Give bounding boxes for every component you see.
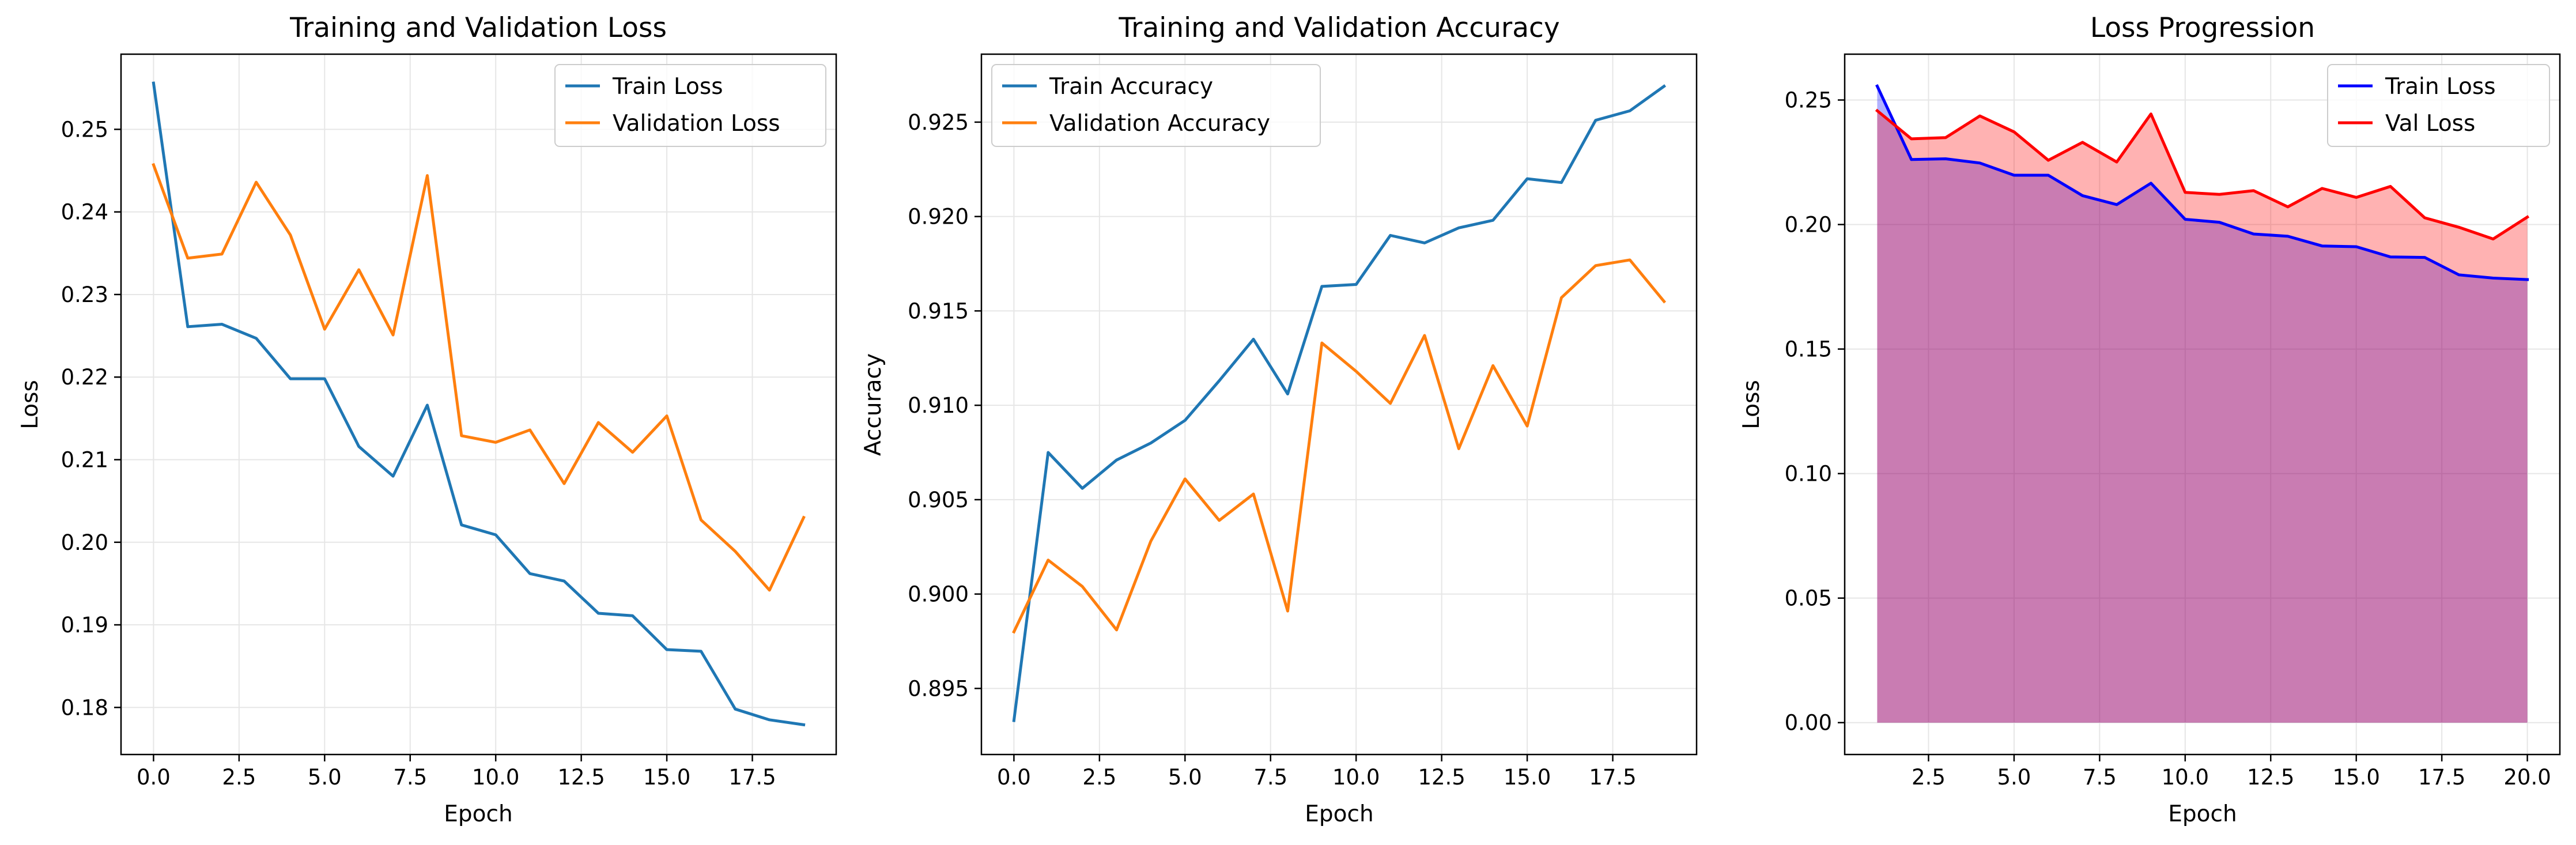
y-tick-label: 0.10 <box>1785 462 1832 486</box>
panel-loss-progression: Loss Progression 2.5 5.0 7.5 10.0 12.5 15.0 17… <box>1739 12 2561 827</box>
legend-box <box>2327 64 2550 147</box>
legend-label: Val Loss <box>2385 111 2475 137</box>
y-tick-label: 0.25 <box>1785 88 1832 113</box>
y-tick-label: 0.00 <box>1785 711 1832 735</box>
x-tick-label: 17.5 <box>728 765 776 790</box>
panel-accuracy-xlabel: Epoch <box>1305 801 1373 827</box>
x-tick-label: 2.5 <box>1082 765 1116 790</box>
panel-accuracy-ylabel: Accuracy <box>860 353 886 456</box>
legend-box <box>554 64 826 147</box>
x-tick-label: 20.0 <box>2503 765 2551 790</box>
panel-accuracy-grid <box>981 54 1697 755</box>
panel-loss-progression-plot: 2.5 5.0 7.5 10.0 12.5 15.0 17.5 20.0 0.00 0.05 0.1… <box>1785 53 2561 790</box>
panel-loss: Training and Validation Loss 0.0 2.5 5.0 7.… <box>17 12 837 827</box>
panel-accuracy-legend: Train Accuracy Validation Accuracy <box>991 64 1321 147</box>
legend-label: Train Loss <box>612 74 723 100</box>
series-line-1 <box>152 163 806 592</box>
y-tick-label: 0.915 <box>908 299 969 323</box>
series-line-0 <box>152 81 806 727</box>
y-tick-label: 0.25 <box>61 117 108 142</box>
y-tick-label: 0.23 <box>61 282 108 307</box>
panel-accuracy-axes-frame <box>980 53 1698 756</box>
x-tick-label: 5.0 <box>1997 765 2031 790</box>
panel-loss-legend: Train Loss Validation Loss <box>554 64 826 147</box>
panel-loss-progression-grid <box>1845 54 2560 755</box>
x-tick-label: 0.0 <box>997 765 1031 790</box>
y-tick-label: 0.18 <box>61 695 108 720</box>
legend-label: Validation Accuracy <box>1049 111 1270 137</box>
x-tick-label: 2.5 <box>222 765 256 790</box>
x-tick-label: 12.5 <box>1418 765 1465 790</box>
x-tick-label: 15.0 <box>1504 765 1551 790</box>
area-fill-1 <box>1877 111 2528 723</box>
legend-label: Train Accuracy <box>1049 74 1213 100</box>
x-tick-label: 12.5 <box>557 765 605 790</box>
x-tick-label: 15.0 <box>2333 765 2380 790</box>
x-tick-label: 5.0 <box>1168 765 1202 790</box>
panel-loss-progression-legend: Train Loss Val Loss <box>2327 64 2550 147</box>
panel-accuracy-title: Training and Validation Accuracy <box>1118 12 1559 44</box>
y-tick-label: 0.925 <box>908 110 969 135</box>
y-tick-label: 0.900 <box>908 582 969 607</box>
x-tick-label: 0.0 <box>137 765 171 790</box>
panel-accuracy-plot: 0.0 2.5 5.0 7.5 10.0 12.5 15.0 17.5 0.895 0.900 0.… <box>908 53 1698 790</box>
y-tick-label: 0.20 <box>1785 213 1832 237</box>
legend-label: Validation Loss <box>613 111 780 137</box>
series-line-0 <box>1012 84 1667 722</box>
y-tick-label: 0.895 <box>908 676 969 701</box>
y-tick-label: 0.905 <box>908 488 969 512</box>
area-fill-0 <box>1877 86 2528 723</box>
series-line-1 <box>1875 108 2530 241</box>
series-line-0 <box>1875 84 2529 281</box>
x-tick-label: 7.5 <box>2083 765 2117 790</box>
panel-loss-grid <box>121 54 836 755</box>
series-line-1 <box>1012 258 1667 634</box>
x-tick-label: 2.5 <box>1912 765 1946 790</box>
panel-loss-title: Training and Validation Loss <box>289 12 667 44</box>
x-tick-label: 10.0 <box>472 765 519 790</box>
panel-loss-progression-title: Loss Progression <box>2090 12 2315 44</box>
panel-loss-xlabel: Epoch <box>444 801 512 827</box>
x-tick-label: 7.5 <box>1253 765 1287 790</box>
x-tick-label: 12.5 <box>2247 765 2294 790</box>
y-tick-label: 0.15 <box>1785 337 1832 362</box>
x-tick-label: 5.0 <box>308 765 342 790</box>
panel-loss-progression-xlabel: Epoch <box>2168 801 2237 827</box>
x-tick-label: 17.5 <box>1589 765 1636 790</box>
y-tick-label: 0.24 <box>61 200 108 225</box>
legend-label: Train Loss <box>2385 74 2496 100</box>
x-tick-label: 10.0 <box>2162 765 2209 790</box>
y-tick-label: 0.19 <box>61 613 108 637</box>
x-tick-label: 17.5 <box>2418 765 2465 790</box>
panel-loss-plot: 0.0 2.5 5.0 7.5 10.0 12.5 15.0 17.5 0.18 0.19 0.20… <box>61 53 837 790</box>
panel-loss-axes-frame <box>120 53 837 756</box>
y-tick-label: 0.22 <box>61 365 108 390</box>
panel-loss-progression-axes-frame <box>1844 53 2561 756</box>
panel-loss-progression-ylabel: Loss <box>1739 380 1765 429</box>
x-tick-label: 15.0 <box>643 765 690 790</box>
y-tick-label: 0.20 <box>61 530 108 555</box>
x-tick-label: 10.0 <box>1332 765 1380 790</box>
panel-accuracy: Training and Validation Accuracy 0.0 2.5 5… <box>860 12 1698 827</box>
panel-loss-ylabel: Loss <box>17 380 43 429</box>
y-tick-label: 0.05 <box>1785 586 1832 611</box>
y-tick-label: 0.920 <box>908 205 969 229</box>
y-tick-label: 0.21 <box>61 447 108 472</box>
x-tick-label: 7.5 <box>393 765 427 790</box>
y-tick-label: 0.910 <box>908 393 969 418</box>
legend-box <box>991 64 1321 147</box>
